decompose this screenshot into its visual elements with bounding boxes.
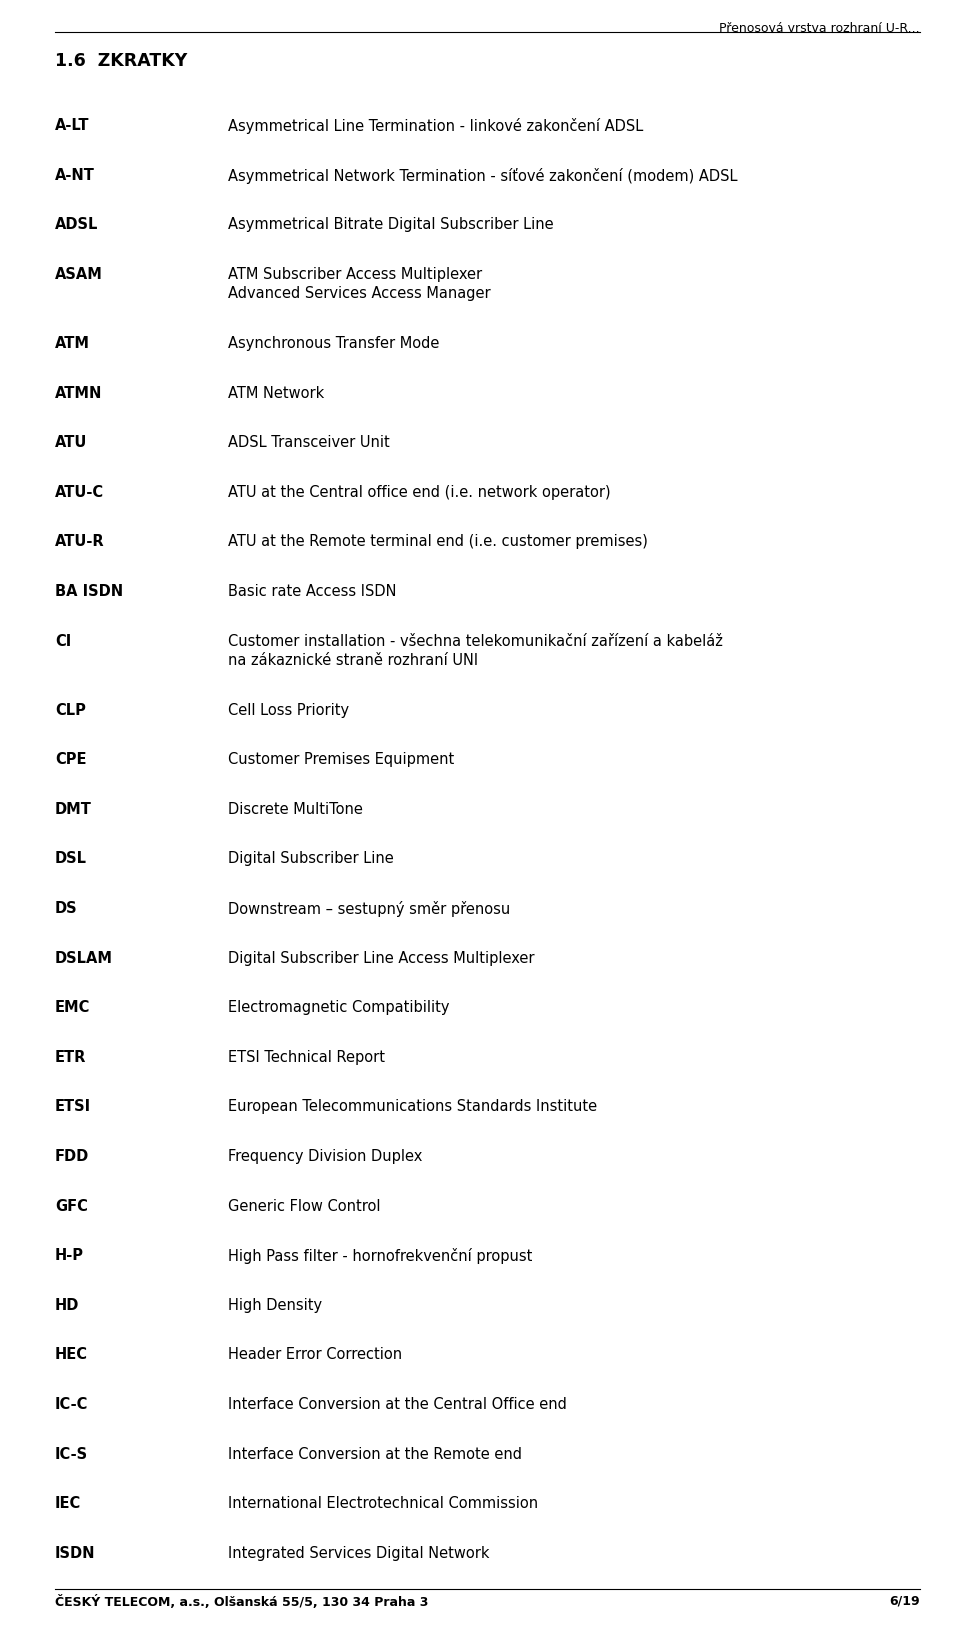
Text: ATM: ATM xyxy=(55,336,90,351)
Text: ATU-C: ATU-C xyxy=(55,485,104,499)
Text: Downstream – sestupný směr přenosu: Downstream – sestupný směr přenosu xyxy=(228,901,511,917)
Text: European Telecommunications Standards Institute: European Telecommunications Standards In… xyxy=(228,1100,597,1115)
Text: 6/19: 6/19 xyxy=(889,1594,920,1608)
Text: GFC: GFC xyxy=(55,1198,88,1214)
Text: High Pass filter - hornofrekvenční propust: High Pass filter - hornofrekvenční propu… xyxy=(228,1248,533,1265)
Text: ASAM: ASAM xyxy=(55,266,103,282)
Text: CLP: CLP xyxy=(55,703,85,718)
Text: ATU at the Central office end (i.e. network operator): ATU at the Central office end (i.e. netw… xyxy=(228,485,611,499)
Text: Discrete MultiTone: Discrete MultiTone xyxy=(228,801,363,816)
Text: ETR: ETR xyxy=(55,1049,86,1064)
Text: ISDN: ISDN xyxy=(55,1546,95,1560)
Text: Digital Subscriber Line Access Multiplexer: Digital Subscriber Line Access Multiplex… xyxy=(228,950,535,966)
Text: Asymmetrical Line Termination - linkové zakončení ADSL: Asymmetrical Line Termination - linkové … xyxy=(228,118,643,134)
Text: DSL: DSL xyxy=(55,852,87,867)
Text: Přenosová vrstva rozhraní U-R...: Přenosová vrstva rozhraní U-R... xyxy=(719,21,920,34)
Text: Integrated Services Digital Network: Integrated Services Digital Network xyxy=(228,1546,490,1560)
Text: ETSI: ETSI xyxy=(55,1100,91,1115)
Text: HD: HD xyxy=(55,1297,80,1312)
Text: Electromagnetic Compatibility: Electromagnetic Compatibility xyxy=(228,1000,449,1015)
Text: Asynchronous Transfer Mode: Asynchronous Transfer Mode xyxy=(228,336,440,351)
Text: ETSI Technical Report: ETSI Technical Report xyxy=(228,1049,385,1064)
Text: A-LT: A-LT xyxy=(55,118,89,132)
Text: ČESKÝ TELECOM, a.s., Olšanská 55/5, 130 34 Praha 3: ČESKÝ TELECOM, a.s., Olšanská 55/5, 130 … xyxy=(55,1594,428,1609)
Text: CI: CI xyxy=(55,633,71,648)
Text: Interface Conversion at the Central Office end: Interface Conversion at the Central Offi… xyxy=(228,1397,566,1412)
Text: ATU-R: ATU-R xyxy=(55,534,105,550)
Text: Asymmetrical Bitrate Digital Subscriber Line: Asymmetrical Bitrate Digital Subscriber … xyxy=(228,217,554,232)
Text: DSLAM: DSLAM xyxy=(55,950,113,966)
Text: na zákaznické straně rozhraní UNI: na zákaznické straně rozhraní UNI xyxy=(228,653,478,667)
Text: ADSL: ADSL xyxy=(55,217,98,232)
Text: IC-S: IC-S xyxy=(55,1446,88,1462)
Text: ATU: ATU xyxy=(55,436,87,450)
Text: Customer installation - všechna telekomunikační zařízení a kabeláž: Customer installation - všechna telekomu… xyxy=(228,633,723,648)
Text: Customer Premises Equipment: Customer Premises Equipment xyxy=(228,752,454,767)
Text: Cell Loss Priority: Cell Loss Priority xyxy=(228,703,349,718)
Text: BA ISDN: BA ISDN xyxy=(55,584,123,599)
Text: ATM Subscriber Access Multiplexer: ATM Subscriber Access Multiplexer xyxy=(228,266,482,282)
Text: H-P: H-P xyxy=(55,1248,84,1263)
Text: IC-C: IC-C xyxy=(55,1397,88,1412)
Text: High Density: High Density xyxy=(228,1297,323,1312)
Text: EMC: EMC xyxy=(55,1000,90,1015)
Text: Generic Flow Control: Generic Flow Control xyxy=(228,1198,380,1214)
Text: Asymmetrical Network Termination - síťové zakončení (modem) ADSL: Asymmetrical Network Termination - síťov… xyxy=(228,168,737,183)
Text: Digital Subscriber Line: Digital Subscriber Line xyxy=(228,852,394,867)
Text: DMT: DMT xyxy=(55,801,92,816)
Text: ATU at the Remote terminal end (i.e. customer premises): ATU at the Remote terminal end (i.e. cus… xyxy=(228,534,648,550)
Text: A-NT: A-NT xyxy=(55,168,95,183)
Text: ADSL Transceiver Unit: ADSL Transceiver Unit xyxy=(228,436,390,450)
Text: ATMN: ATMN xyxy=(55,385,103,400)
Text: Advanced Services Access Manager: Advanced Services Access Manager xyxy=(228,286,491,302)
Text: 1.6  ZKRATKY: 1.6 ZKRATKY xyxy=(55,52,187,70)
Text: Basic rate Access ISDN: Basic rate Access ISDN xyxy=(228,584,396,599)
Text: FDD: FDD xyxy=(55,1149,89,1164)
Text: International Electrotechnical Commission: International Electrotechnical Commissio… xyxy=(228,1497,539,1511)
Text: DS: DS xyxy=(55,901,78,916)
Text: IEC: IEC xyxy=(55,1497,82,1511)
Text: CPE: CPE xyxy=(55,752,86,767)
Text: Header Error Correction: Header Error Correction xyxy=(228,1348,402,1363)
Text: HEC: HEC xyxy=(55,1348,88,1363)
Text: Interface Conversion at the Remote end: Interface Conversion at the Remote end xyxy=(228,1446,522,1462)
Text: ATM Network: ATM Network xyxy=(228,385,324,400)
Text: Frequency Division Duplex: Frequency Division Duplex xyxy=(228,1149,422,1164)
